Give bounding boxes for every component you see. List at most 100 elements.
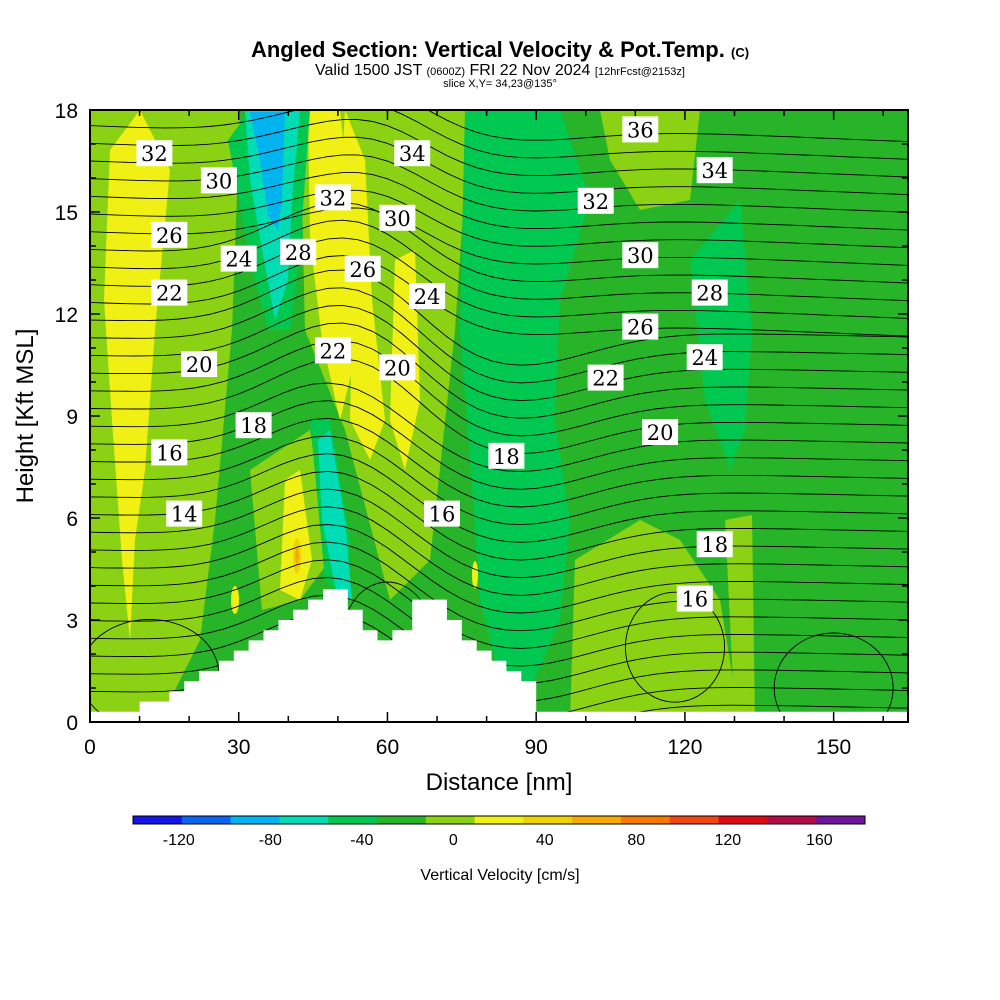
theta-isentrope xyxy=(90,119,908,178)
contour-label-text: 28 xyxy=(696,282,723,306)
colorbar-swatch xyxy=(279,816,329,824)
y-tick-label: 15 xyxy=(55,202,78,225)
colorbar-swatch xyxy=(816,816,866,824)
theta-isentrope xyxy=(90,470,908,561)
contour-label-text: 32 xyxy=(582,190,609,214)
contour-label: 36 xyxy=(622,116,659,143)
contour-labels: 32 30 34 36 32 34 32 30 26 24 28 26 30 28 22 24 26 22 20 20… xyxy=(136,116,733,612)
colorbar-tick-label: -120 xyxy=(163,832,195,849)
contour-label-text: 18 xyxy=(493,445,520,469)
contour-label-text: 34 xyxy=(399,142,426,166)
contour-label-text: 36 xyxy=(627,118,654,142)
y-tick-label: 9 xyxy=(66,406,78,429)
theta-isentrope xyxy=(90,269,908,366)
contour-label: 24 xyxy=(686,344,723,371)
contour-label: 26 xyxy=(622,313,659,340)
contour-label: 30 xyxy=(622,242,659,269)
x-tick-label: 150 xyxy=(816,736,851,759)
theta-isentrope xyxy=(90,541,908,632)
theta-isentrope xyxy=(90,172,908,231)
contour-label-text: 22 xyxy=(156,282,183,306)
valid-zulu: (0600Z) xyxy=(426,66,466,78)
contour-label: 26 xyxy=(344,255,381,282)
contour-label-text: 30 xyxy=(384,207,411,231)
colorbar-tick-label: 40 xyxy=(536,832,554,849)
field-region-updraft-core xyxy=(340,110,385,460)
x-tick-label: 0 xyxy=(84,736,96,759)
theta-isentrope xyxy=(90,506,908,596)
title-main: Angled Section: Vertical Velocity & Pot.… xyxy=(250,37,725,62)
contour-label-text: 26 xyxy=(349,258,376,282)
theta-isentrope xyxy=(90,255,908,337)
contour-label: 30 xyxy=(379,204,416,231)
contour-label-text: 30 xyxy=(206,169,233,193)
contour-label-text: 24 xyxy=(691,346,718,370)
theta-isentrope xyxy=(90,322,908,419)
colorbar-label: Vertical Velocity [cm/s] xyxy=(420,867,579,884)
contour-label: 28 xyxy=(691,279,728,306)
colorbar-tick-label: 0 xyxy=(449,832,458,849)
contour-label: 16 xyxy=(151,439,188,466)
contour-label: 14 xyxy=(166,500,203,527)
colorbar-swatch xyxy=(474,816,524,824)
theta-isentrope xyxy=(90,453,908,543)
contour-label: 32 xyxy=(577,187,614,214)
contour-label: 24 xyxy=(220,245,257,272)
slice-line: slice X,Y= 34,23@135° xyxy=(0,78,1000,90)
contour-label-text: 16 xyxy=(429,503,456,527)
contour-label-text: 32 xyxy=(320,186,347,210)
contour-label-text: 28 xyxy=(285,241,312,265)
field-region-strongest-downdraft xyxy=(250,112,285,230)
contour-label: 26 xyxy=(151,221,188,248)
contour-label-text: 22 xyxy=(320,339,347,363)
contour-label-text: 22 xyxy=(592,367,619,391)
theta-isentrope xyxy=(90,202,908,284)
field-region-updraft-low xyxy=(280,470,312,600)
theta-isentrope xyxy=(90,237,908,319)
contour-label: 22 xyxy=(314,337,351,364)
theta-isentrope xyxy=(133,110,908,143)
contour-label-text: 26 xyxy=(627,316,654,340)
colorbar-swatch xyxy=(181,816,232,824)
valid-prefix: Valid 1500 JST xyxy=(315,62,423,79)
colorbar-swatch xyxy=(572,816,622,824)
contour-label: 22 xyxy=(587,364,624,391)
colorbar-swatch xyxy=(377,816,427,824)
x-axis-label: Distance [nm] xyxy=(426,769,573,796)
valid-forecast: [12hrFcst@2153z] xyxy=(594,66,685,78)
chart-title: Angled Section: Vertical Velocity & Pot.… xyxy=(0,37,1000,63)
theta-isentrope xyxy=(90,435,908,526)
y-tick-label: 18 xyxy=(55,100,78,123)
contour-label-text: 18 xyxy=(701,533,728,557)
colorbar-tick-label: 160 xyxy=(806,832,833,849)
contour-label: 20 xyxy=(379,354,416,381)
colorbar-swatch xyxy=(718,816,768,824)
colorbar-tick-label: -40 xyxy=(350,832,373,849)
colorbar-swatch xyxy=(133,816,183,824)
y-axis: 0 36 9 12 15 18 xyxy=(55,100,908,735)
theta-isentrope xyxy=(90,340,908,437)
contour-label-text: 16 xyxy=(681,588,708,612)
contour-label-text: 20 xyxy=(647,421,674,445)
theta-isentrope xyxy=(90,207,908,266)
y-tick-label: 0 xyxy=(66,712,78,735)
contour-label-text: 32 xyxy=(141,142,168,166)
contour-label-text: 30 xyxy=(627,244,654,268)
colorbar-tick-label: -80 xyxy=(259,832,282,849)
theta-isentrope xyxy=(90,136,908,196)
contour-label-text: 18 xyxy=(240,414,267,438)
contour-label: 24 xyxy=(409,283,446,309)
colorbar-swatch xyxy=(523,816,573,824)
colorbar-swatch xyxy=(328,816,378,824)
x-axis: 0 30 60 90 120 150 xyxy=(84,110,884,759)
contour-label-text: 20 xyxy=(384,356,411,380)
contour-label-text: 14 xyxy=(171,503,198,527)
x-tick-label: 60 xyxy=(376,736,399,759)
colorbar-swatch xyxy=(425,816,476,824)
contour-label: 18 xyxy=(488,442,525,469)
field-region-strong-downdraft-lee xyxy=(318,430,352,600)
y-tick-label: 12 xyxy=(55,304,78,327)
colorbar-swatch xyxy=(767,816,817,824)
theta-isentrope xyxy=(90,287,908,384)
contour-label: 20 xyxy=(642,419,679,445)
